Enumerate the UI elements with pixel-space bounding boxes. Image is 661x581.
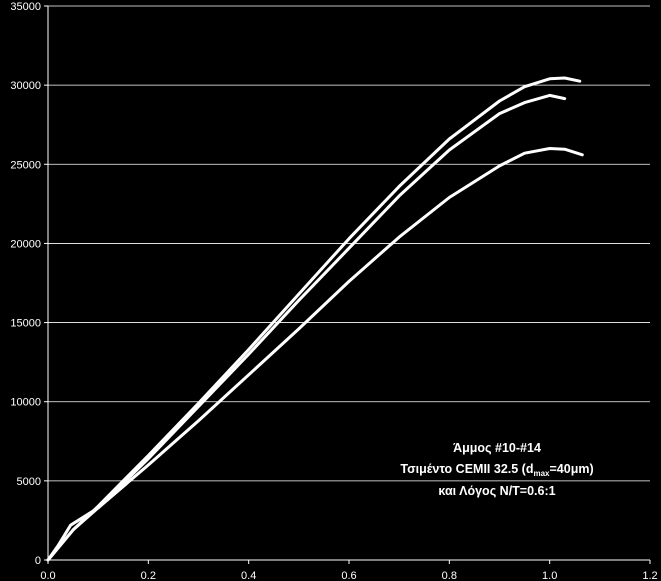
- y-tick-label-5: 25000: [10, 159, 41, 171]
- grid-lines: [48, 5, 650, 482]
- y-tick-label-2: 10000: [10, 397, 41, 409]
- annotation-line-3: και Λόγος Ν/Τ=0.6:1: [438, 484, 555, 498]
- series-line-1: [46, 76, 582, 562]
- x-tick-labels: 0.0 0.2 0.4 0.6 0.8 1.0 1.2: [40, 560, 658, 581]
- annotation-line-2-sub: max: [533, 469, 550, 478]
- y-tick-label-0: 0: [35, 555, 41, 567]
- x-tick-label-5: 1.0: [542, 570, 557, 581]
- x-tick-label-2: 0.4: [241, 570, 256, 581]
- annotation-line-1: Άμμος #10-#14: [453, 441, 541, 455]
- annotation: Άμμος #10-#14 Τσιμέντο CEMII 32.5 (dmax=…: [400, 441, 593, 498]
- series-lines: [46, 76, 584, 562]
- annotation-line-2-after: =40μm): [549, 462, 593, 476]
- x-tick-label-4: 0.8: [442, 570, 457, 581]
- annotation-line-2-before: Τσιμέντο CEMII 32.5 (d: [400, 462, 533, 476]
- y-tick-labels: 0 5000 10000 15000 20000 25000 30000 35000: [10, 1, 48, 567]
- y-tick-label-6: 30000: [10, 80, 41, 92]
- y-tick-label-3: 15000: [10, 318, 41, 330]
- y-tick-label-7: 35000: [10, 1, 41, 13]
- x-tick-label-0: 0.0: [40, 570, 55, 581]
- annotation-line-2: Τσιμέντο CEMII 32.5 (dmax=40μm): [400, 462, 593, 478]
- x-tick-label-1: 0.2: [141, 570, 156, 581]
- x-tick-label-3: 0.6: [341, 570, 356, 581]
- y-tick-label-1: 5000: [17, 476, 41, 488]
- x-tick-label-6: 1.2: [642, 570, 657, 581]
- y-tick-label-4: 20000: [10, 238, 41, 250]
- series-line-3: [46, 147, 584, 562]
